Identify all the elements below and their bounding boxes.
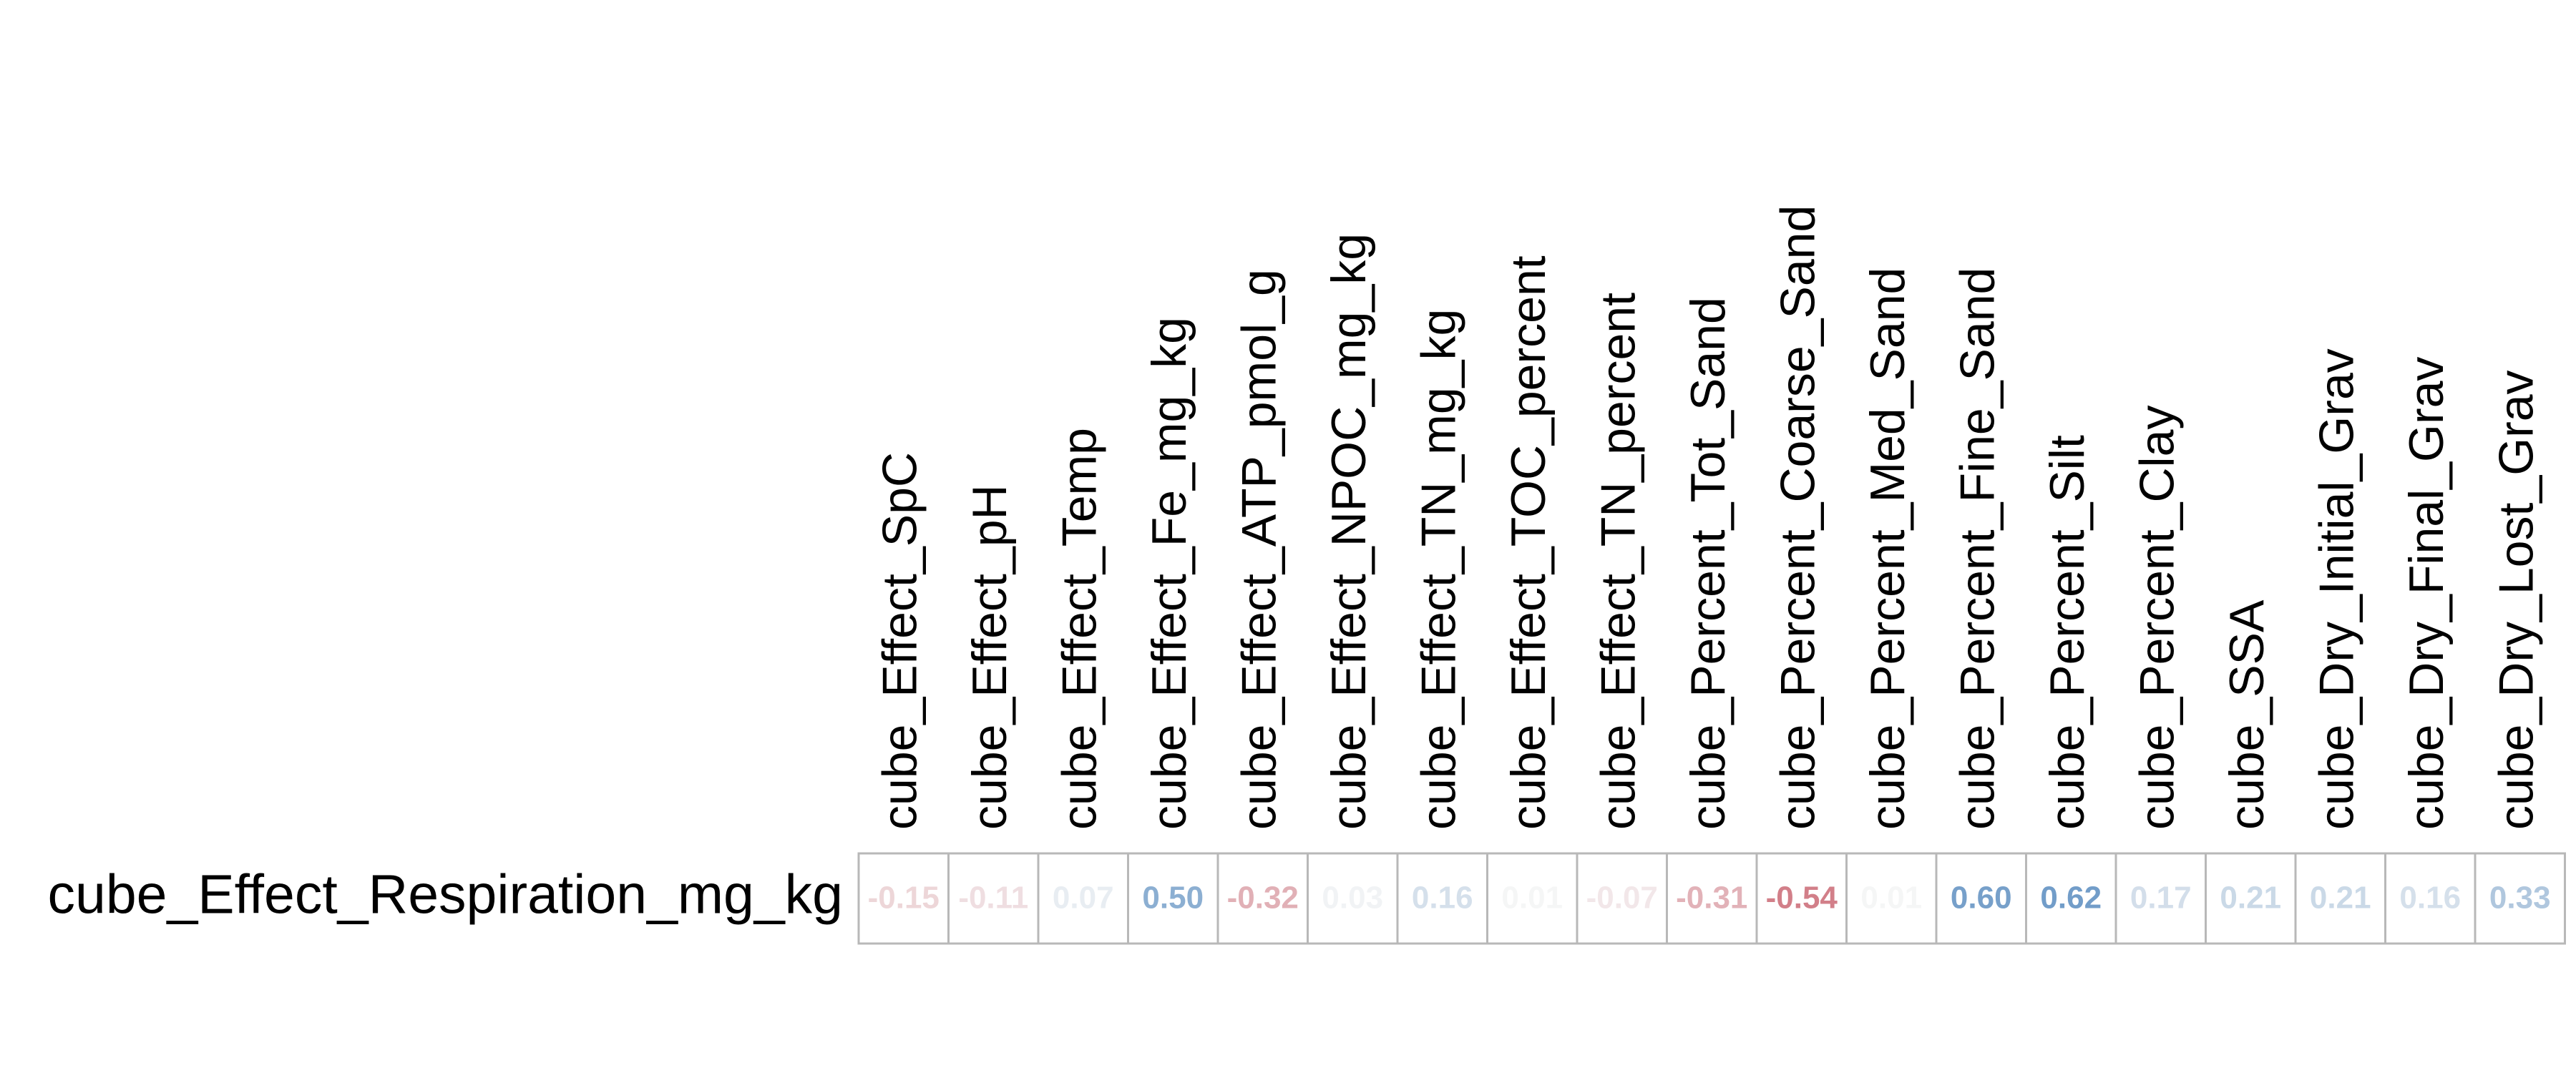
column-label: cube_Effect_ATP_pmol_g [1232,269,1287,830]
column-label: cube_Percent_Silt [2040,435,2094,830]
column-label: cube_Effect_SpC [873,452,927,830]
cell-value-label: -0.31 [1676,881,1747,916]
cell-value-label: 0.33 [2489,881,2551,916]
column-label: cube_SSA [2220,599,2274,830]
cell-value-label: 0.16 [1412,881,1473,916]
column-labels: cube_Effect_SpC cube_Effect_pH cube_Effect… [873,205,2544,830]
cell-value-label: -0.54 [1766,881,1838,916]
column-label: cube_Effect_Fe_mg_kg [1142,317,1196,830]
cell-value-label: 0.03 [1322,881,1383,916]
column-label: cube_Percent_Tot_Sand [1681,297,1735,830]
column-label: cube_Effect_NPOC_mg_kg [1322,233,1376,830]
column-label: cube_Dry_Lost_Grav [2489,370,2544,830]
column-label: cube_Percent_Coarse_Sand [1771,205,1825,830]
cell-value-label: 0.62 [2040,881,2102,916]
cell-value-label: -0.15 [868,881,940,916]
column-label: cube_Effect_Temp [1053,428,1107,830]
column-label: cube_Dry_Initial_Grav [2310,348,2364,830]
heatmap-value-labels: -0.15 -0.11 0.07 0.50 -0.32 0.03 0.16 0.01 -0.07… [868,881,2551,916]
column-label: cube_Effect_TOC_percent [1501,255,1556,830]
cell-value-label: 0.21 [2220,881,2281,916]
cell-value-label: 0.50 [1142,881,1204,916]
column-label: cube_Percent_Clay [2130,406,2185,830]
cell-value-label: -0.11 [958,881,1028,916]
cell-value-label: 0.60 [1951,881,2012,916]
heatmap-cells [857,852,2566,945]
heatmap-cell [2474,852,2566,945]
cell-value-label: 0.16 [2399,881,2461,916]
column-label: cube_Effect_pH [962,484,1017,830]
cell-value-label: 0.01 [1501,881,1563,916]
cell-value-label: 0.01 [1860,881,1922,916]
row-label: cube_Effect_Respiration_mg_kg [48,863,844,925]
cell-value-label: 0.17 [2130,881,2192,916]
column-label: cube_Percent_Fine_Sand [1951,268,2005,830]
cell-value-label: 0.21 [2310,881,2371,916]
cell-value-label: -0.32 [1227,881,1299,916]
column-label: cube_Effect_TN_percent [1591,293,1646,830]
cell-value-label: 0.07 [1053,881,1114,916]
column-label: cube_Dry_Final_Grav [2399,357,2454,830]
column-label: cube_Percent_Med_Sand [1860,268,1915,830]
column-label: cube_Effect_TN_mg_kg [1412,309,1466,830]
cell-value-label: -0.07 [1586,881,1658,916]
